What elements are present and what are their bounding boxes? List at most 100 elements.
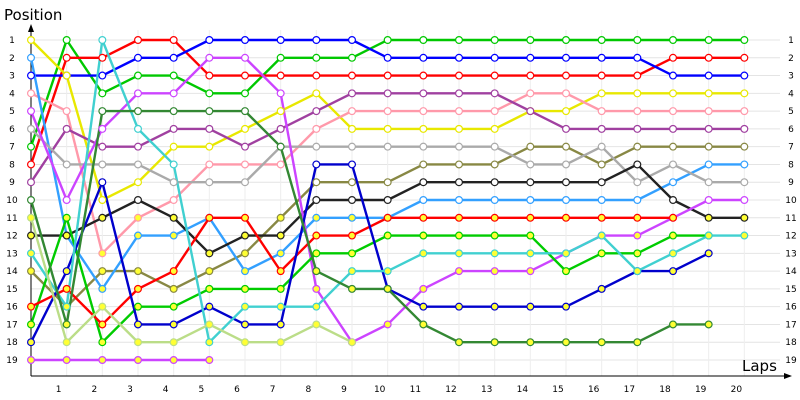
y-tick-label-left: 18 <box>6 338 18 348</box>
series-point <box>740 178 749 187</box>
series-point <box>169 231 178 240</box>
series-point <box>740 35 749 44</box>
series-point <box>27 35 36 44</box>
series-point <box>597 53 606 62</box>
series-point <box>312 196 321 205</box>
series-point <box>419 231 428 240</box>
series-point <box>597 124 606 133</box>
series-point <box>383 231 392 240</box>
series-point <box>98 213 107 222</box>
series-point <box>98 320 107 329</box>
series-point <box>98 178 107 187</box>
series-point <box>276 89 285 98</box>
y-tick-label-left: 9 <box>9 178 15 188</box>
series-point <box>241 284 250 293</box>
series-point <box>134 320 143 329</box>
series-point <box>633 196 642 205</box>
x-tick-label: 3 <box>127 385 133 395</box>
series-point <box>597 249 606 258</box>
series-point <box>205 160 214 169</box>
series-point <box>668 267 677 276</box>
series-point <box>455 231 464 240</box>
x-tick-label: 14 <box>517 385 529 395</box>
series-point <box>383 53 392 62</box>
series-point <box>312 107 321 116</box>
series-markers <box>27 35 749 365</box>
series-point <box>205 89 214 98</box>
y-axis-arrow <box>28 24 34 32</box>
y-tick-label-left: 15 <box>6 285 17 295</box>
series-point <box>490 267 499 276</box>
series-point <box>62 231 71 240</box>
series-point <box>312 267 321 276</box>
series-point <box>455 178 464 187</box>
series-point <box>633 124 642 133</box>
series-point <box>276 267 285 276</box>
series-point <box>169 160 178 169</box>
series-point <box>276 160 285 169</box>
series-point <box>561 142 570 151</box>
series-point <box>312 142 321 151</box>
series-point <box>134 124 143 133</box>
series-point <box>312 213 321 222</box>
series-point <box>276 124 285 133</box>
series-point <box>490 35 499 44</box>
series-point <box>455 267 464 276</box>
series-point <box>134 338 143 347</box>
series-point <box>62 302 71 311</box>
y-tick-label-left: 13 <box>6 249 17 259</box>
series-point <box>455 71 464 80</box>
series-point <box>27 356 36 365</box>
series-point <box>312 124 321 133</box>
y-tick-label-left: 12 <box>6 232 17 242</box>
series-point <box>241 124 250 133</box>
series-point <box>490 338 499 347</box>
y-tick-label-right: 13 <box>785 249 796 259</box>
series-point <box>668 53 677 62</box>
series-point <box>419 213 428 222</box>
series-point <box>668 213 677 222</box>
series-point <box>455 89 464 98</box>
y-tick-label-right: 11 <box>785 214 796 224</box>
series-point <box>419 142 428 151</box>
y-tick-label-right: 10 <box>785 196 797 206</box>
series-point <box>62 196 71 205</box>
series-point <box>169 124 178 133</box>
series-point <box>98 284 107 293</box>
series-point <box>490 196 499 205</box>
x-tick-label: 6 <box>234 385 240 395</box>
series-point <box>740 160 749 169</box>
series-point <box>169 338 178 347</box>
series-point <box>740 107 749 116</box>
series-point <box>597 107 606 116</box>
series-point <box>27 53 36 62</box>
series-point <box>205 302 214 311</box>
series-point <box>348 231 357 240</box>
series-point <box>312 89 321 98</box>
series-point <box>419 107 428 116</box>
series-point <box>241 53 250 62</box>
series-point <box>597 35 606 44</box>
series-point <box>383 178 392 187</box>
series-point <box>668 196 677 205</box>
y-tick-label-left: 19 <box>6 356 18 366</box>
series-point <box>526 178 535 187</box>
series-point <box>419 178 428 187</box>
series-point <box>419 196 428 205</box>
series-point <box>526 231 535 240</box>
series-point <box>348 89 357 98</box>
series-point <box>348 249 357 258</box>
series-point <box>740 196 749 205</box>
series-point <box>419 53 428 62</box>
x-tick-label: 2 <box>91 385 97 395</box>
series-point <box>205 284 214 293</box>
series-point <box>134 160 143 169</box>
series-point <box>348 53 357 62</box>
series-point <box>134 231 143 240</box>
series-point <box>704 231 713 240</box>
series-point <box>312 302 321 311</box>
series-point <box>169 35 178 44</box>
series-point <box>668 320 677 329</box>
y-tick-label-left: 7 <box>9 143 15 153</box>
y-tick-label-right: 2 <box>788 54 794 64</box>
